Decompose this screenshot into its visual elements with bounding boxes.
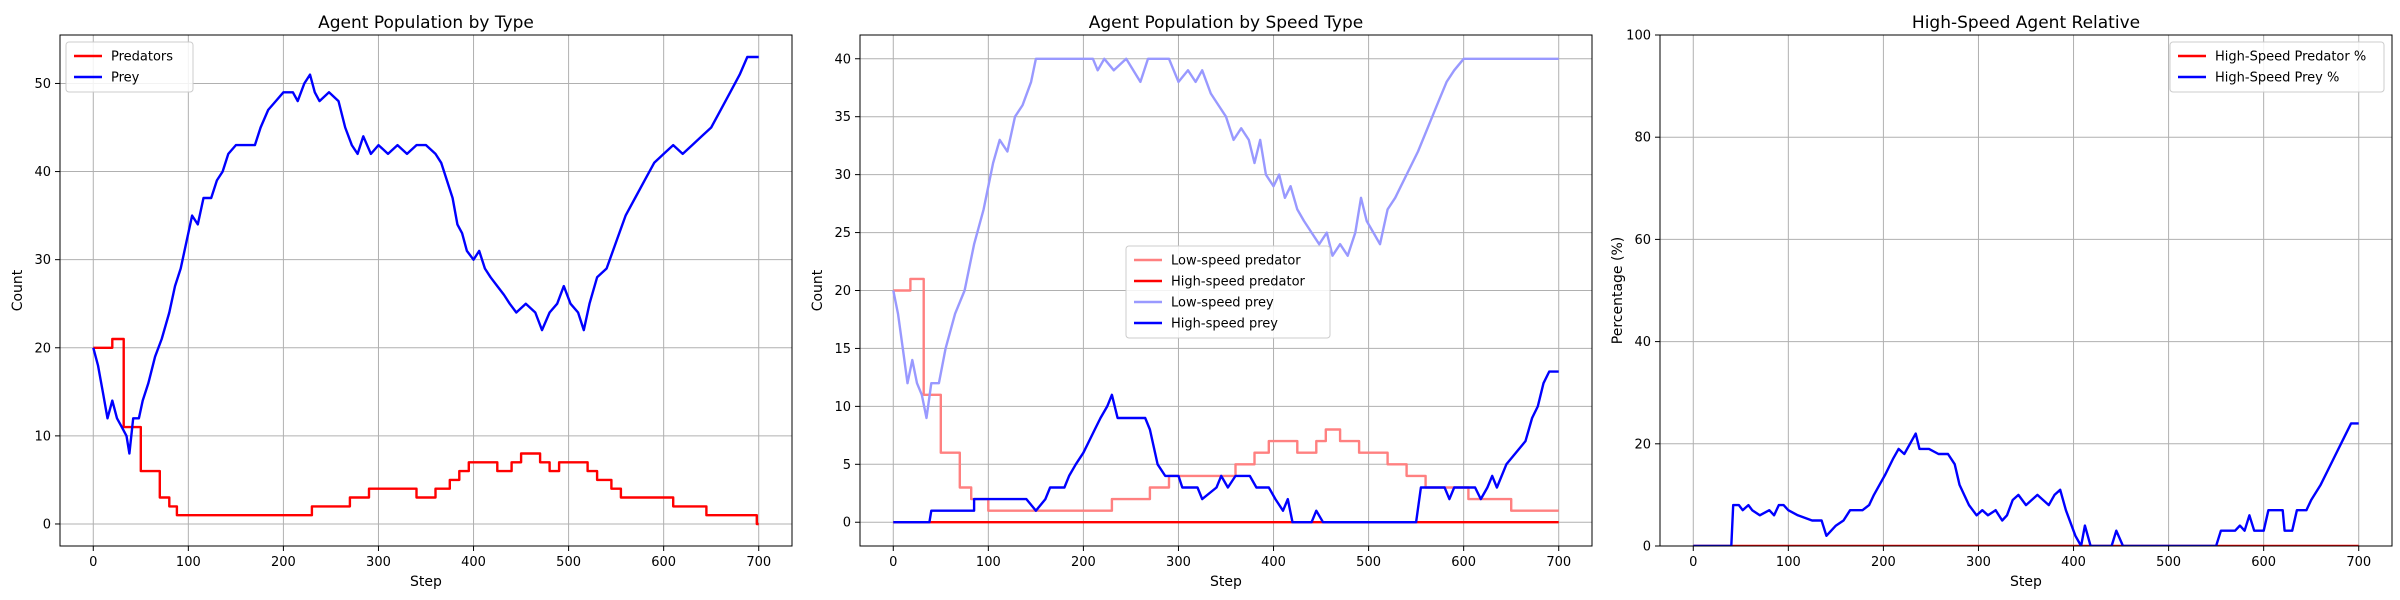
series-line-prey [92,55,759,455]
x-axis-label: Step [410,574,442,590]
y-tick-label: 20 [1634,437,1651,452]
x-tick-label: 300 [1966,555,1991,570]
legend: Low-speed predator High-speed predator Low… [1125,245,1331,339]
x-tick-label: 200 [271,555,296,570]
y-tick-label: 80 [1634,131,1651,146]
legend-label: Low-speed prey [1171,296,1274,311]
y-tick-label: 30 [834,168,851,183]
x-tick-label: 100 [976,555,1001,570]
y-tick-label: 15 [834,342,851,357]
x-tick-label: 0 [89,555,97,570]
x-tick-label: 600 [1451,555,1476,570]
x-tick-label: 500 [556,555,581,570]
y-axis-label: Count [810,269,826,311]
y-tick-label: 0 [1643,540,1651,555]
x-tick-label: 300 [366,555,391,570]
y-tick-label: 40 [34,165,51,180]
legend-label: Prey [111,71,140,86]
y-tick-label: 0 [43,517,51,532]
y-tick-label: 0 [843,516,851,531]
y-tick-label: 60 [1634,233,1651,248]
y-axis-label: Count [10,269,26,311]
y-axis-label: Percentage (%) [1610,237,1626,344]
y-tick-label: 10 [34,429,51,444]
chart-title: Agent Population by Speed Type [1089,13,1363,33]
legend: High-Speed Predator % High-Speed Prey % [2169,41,2385,93]
legend-label: High-Speed Prey % [2215,71,2339,86]
x-tick-label: 700 [746,555,771,570]
legend-label: Predators [111,50,173,65]
y-tick-label: 20 [34,341,51,356]
x-tick-label: 600 [2251,555,2276,570]
legend-box [65,41,194,93]
y-tick-label: 20 [834,284,851,299]
x-tick-label: 100 [176,555,201,570]
y-tick-label: 25 [834,226,851,241]
y-tick-label: 40 [834,52,851,67]
legend: Predators Prey [65,41,194,93]
axes-frame [59,34,793,547]
x-tick-label: 500 [2156,555,2181,570]
series-line-high-speed-prey [893,370,1559,524]
series-line-predators [93,337,759,526]
y-tick-label: 35 [834,110,851,125]
x-tick-label: 500 [1356,555,1381,570]
x-tick-label: 400 [461,555,486,570]
y-tick-label: 100 [1626,29,1651,44]
chart-title: High-Speed Agent Relative [1912,13,2140,33]
legend-label: High-speed prey [1171,317,1278,332]
series-line-low-speed-predator [893,277,1559,512]
chart-panel-1: 0 100 200 300 400 500 600 700 0 10 20 30 40 50 Agent P… [10,13,793,590]
x-tick-label: 600 [651,555,676,570]
y-tick-label: 30 [34,253,51,268]
x-tick-label: 700 [2346,555,2371,570]
legend-label: High-Speed Predator % [2215,50,2366,65]
y-tick-label: 50 [34,77,51,92]
x-tick-label: 200 [1871,555,1896,570]
chart-panel-2: 0 100 200 300 400 500 600 700 0 5 10 15 20 25 30 35 40 Ag… [810,13,1593,590]
x-tick-label: 400 [1261,555,1286,570]
legend-label: Low-speed predator [1171,254,1301,269]
legend-label: High-speed predator [1171,275,1306,290]
x-tick-label: 400 [2061,555,2086,570]
y-tick-label: 10 [834,400,851,415]
x-tick-label: 200 [1071,555,1096,570]
axes-frame [1659,34,2393,547]
x-tick-label: 100 [1776,555,1801,570]
x-axis-label: Step [2010,574,2042,590]
series-line-high-speed-prey [1693,422,2359,546]
y-tick-label: 40 [1634,335,1651,350]
x-tick-label: 0 [1689,555,1697,570]
x-tick-label: 0 [889,555,897,570]
legend-box [2169,41,2385,93]
series-line-low-speed-prey [892,57,1559,420]
chart-title: Agent Population by Type [318,13,534,33]
y-tick-label: 5 [843,458,851,473]
x-tick-label: 300 [1166,555,1191,570]
x-tick-label: 700 [1546,555,1571,570]
x-axis-label: Step [1210,574,1242,590]
legend-box [1125,245,1331,339]
chart-panel-3: 0 100 200 300 400 500 600 700 0 20 40 60 80 100 High-S… [1610,13,2393,590]
